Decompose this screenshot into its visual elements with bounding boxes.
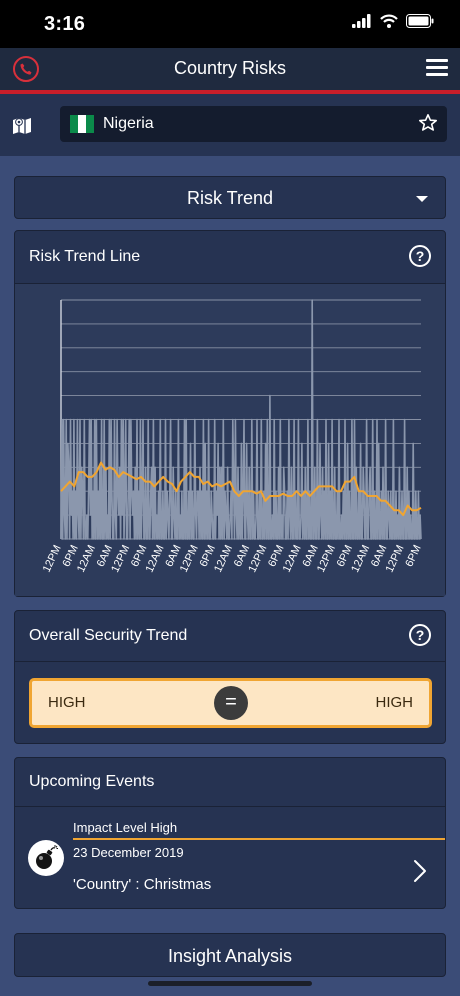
- navigation-bar: Country Risks: [0, 48, 460, 90]
- nigeria-flag-icon: [70, 115, 94, 133]
- chevron-right-icon: [414, 860, 426, 882]
- bomb-icon: [28, 840, 64, 876]
- insight-analysis-label: Insight Analysis: [167, 946, 293, 966]
- event-date: 23 December 2019: [73, 845, 184, 860]
- signal-icon: [352, 14, 371, 28]
- page-title: Country Risks: [173, 58, 287, 78]
- upcoming-events-header: Upcoming Events: [15, 758, 445, 807]
- phone-icon: [20, 63, 32, 75]
- event-list-item[interactable]: Impact Level High 23 December 2019 'Coun…: [15, 807, 445, 908]
- security-level-previous: HIGH: [48, 694, 86, 711]
- menu-line-icon: [426, 66, 448, 69]
- menu-button[interactable]: [426, 59, 448, 77]
- map-icon[interactable]: [12, 116, 36, 136]
- chevron-down-icon: [416, 196, 428, 202]
- country-selector-row: Nigeria: [0, 94, 460, 156]
- risk-trend-header: Risk Trend Line ?: [15, 231, 445, 284]
- security-trend-header: Overall Security Trend ?: [15, 611, 445, 662]
- menu-line-icon: [426, 73, 448, 76]
- risk-view-dropdown[interactable]: Risk Trend: [14, 176, 446, 219]
- home-indicator: [148, 981, 312, 986]
- security-trend-title: Overall Security Trend: [29, 627, 188, 644]
- risk-view-selected: Risk Trend: [186, 188, 274, 208]
- security-level-current: HIGH: [375, 694, 414, 711]
- risk-trend-chart-area: 12PM 6PM 12AM 6AM 12PM 6PM 12AM 6AM 12PM 6PM 12AM 6…: [15, 284, 445, 596]
- status-icons: [352, 14, 434, 28]
- insight-analysis-button[interactable]: Insight Analysis: [14, 933, 446, 977]
- equal-icon: =: [214, 686, 248, 720]
- favorite-star-icon[interactable]: [418, 113, 438, 133]
- impact-divider: [73, 838, 445, 840]
- event-name: 'Country' : Christmas: [73, 876, 212, 893]
- flag-stripe-left: [70, 115, 78, 133]
- wifi-icon: [380, 14, 398, 28]
- help-icon[interactable]: ?: [409, 624, 431, 646]
- battery-icon: [406, 14, 434, 28]
- header-accent-line: [0, 90, 460, 94]
- flag-stripe-middle: [78, 115, 86, 133]
- status-bar: 3:16: [0, 0, 460, 48]
- upcoming-events-title: Upcoming Events: [29, 773, 155, 790]
- security-trend-card: Overall Security Trend ? HIGH = HIGH: [14, 610, 446, 744]
- status-time: 3:16: [44, 13, 86, 35]
- risk-trend-chart: 12PM6PM12AM6AM12PM6PM12AM6AM12PM6PM12AM6…: [41, 299, 424, 574]
- menu-line-icon: [426, 59, 448, 62]
- event-impact-level: Impact Level High: [73, 820, 178, 835]
- risk-average-line: [60, 461, 422, 517]
- security-trend-bar: HIGH = HIGH: [29, 678, 432, 728]
- help-icon[interactable]: ?: [409, 245, 431, 267]
- x-tick-label: 12PM: [41, 543, 64, 574]
- risk-trend-title: Risk Trend Line: [29, 248, 141, 265]
- flag-stripe-right: [86, 115, 94, 133]
- x-tick-label: 6PM: [403, 543, 423, 569]
- country-field[interactable]: Nigeria: [60, 106, 447, 142]
- country-name: Nigeria: [103, 115, 154, 132]
- risk-trend-card: Risk Trend Line ? 12PM 6PM 12AM 6AM 12PM 6PM 1…: [14, 230, 446, 597]
- emergency-call-button[interactable]: [13, 56, 39, 82]
- upcoming-events-card: Upcoming Events Impact Level High 23 Dec…: [14, 757, 446, 909]
